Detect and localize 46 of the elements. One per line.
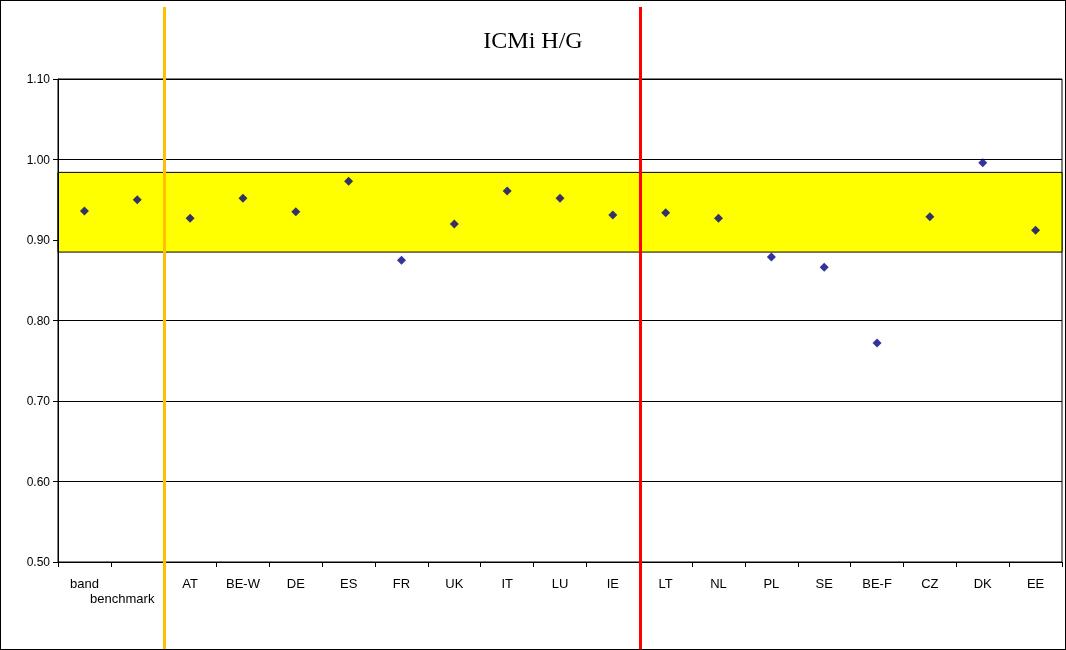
x-tick-label: SE [815, 576, 834, 591]
x-tick-label: PL [763, 576, 780, 591]
point [766, 252, 776, 262]
x-tick-label: IE [606, 576, 620, 591]
y-tick-label: 0.90 [26, 233, 51, 247]
x-tick-label: DK [973, 576, 993, 591]
point [872, 338, 882, 348]
x-tick-label: NL [710, 576, 727, 591]
point [502, 186, 512, 196]
point [396, 255, 406, 265]
x-tick-label: LT [658, 576, 673, 591]
point [79, 206, 89, 216]
x-tick-label: EE [1026, 576, 1045, 591]
point [608, 210, 618, 220]
x-tick-label: IT [501, 576, 513, 591]
x-tick-label: benchmark [90, 591, 155, 606]
x-tick-label: ES [339, 576, 358, 591]
y-tick-label: 0.50 [26, 555, 51, 569]
y-tick-label: 0.80 [26, 313, 51, 328]
x-tick-label: DE [286, 576, 306, 591]
point [555, 193, 565, 203]
x-tick-label: LU [551, 576, 569, 591]
x-tick-label: BE-W [225, 576, 261, 591]
x-tick-label: UK [445, 576, 464, 591]
point [714, 213, 724, 223]
x-tick-label: CZ [921, 576, 939, 591]
point [185, 213, 195, 223]
x-tick-label: band [69, 576, 99, 591]
point [449, 219, 459, 229]
y-tick-label: 0.60 [26, 474, 51, 489]
chart-title: ICMi H/G [483, 27, 583, 53]
point [344, 176, 354, 186]
point [819, 262, 829, 272]
x-tick-label: AT [182, 576, 198, 591]
y-tick-label: 1.00 [26, 152, 51, 167]
point [132, 195, 142, 205]
point [925, 212, 935, 222]
point [291, 207, 301, 217]
y-tick-label: 0.70 [26, 394, 51, 408]
point [661, 208, 671, 218]
y-tick-label: 1.10 [26, 72, 51, 86]
x-tick-label: FR [392, 576, 411, 591]
point [238, 193, 248, 203]
point [978, 158, 988, 168]
point [1031, 225, 1041, 235]
x-tick-label: BE-F [862, 576, 892, 591]
